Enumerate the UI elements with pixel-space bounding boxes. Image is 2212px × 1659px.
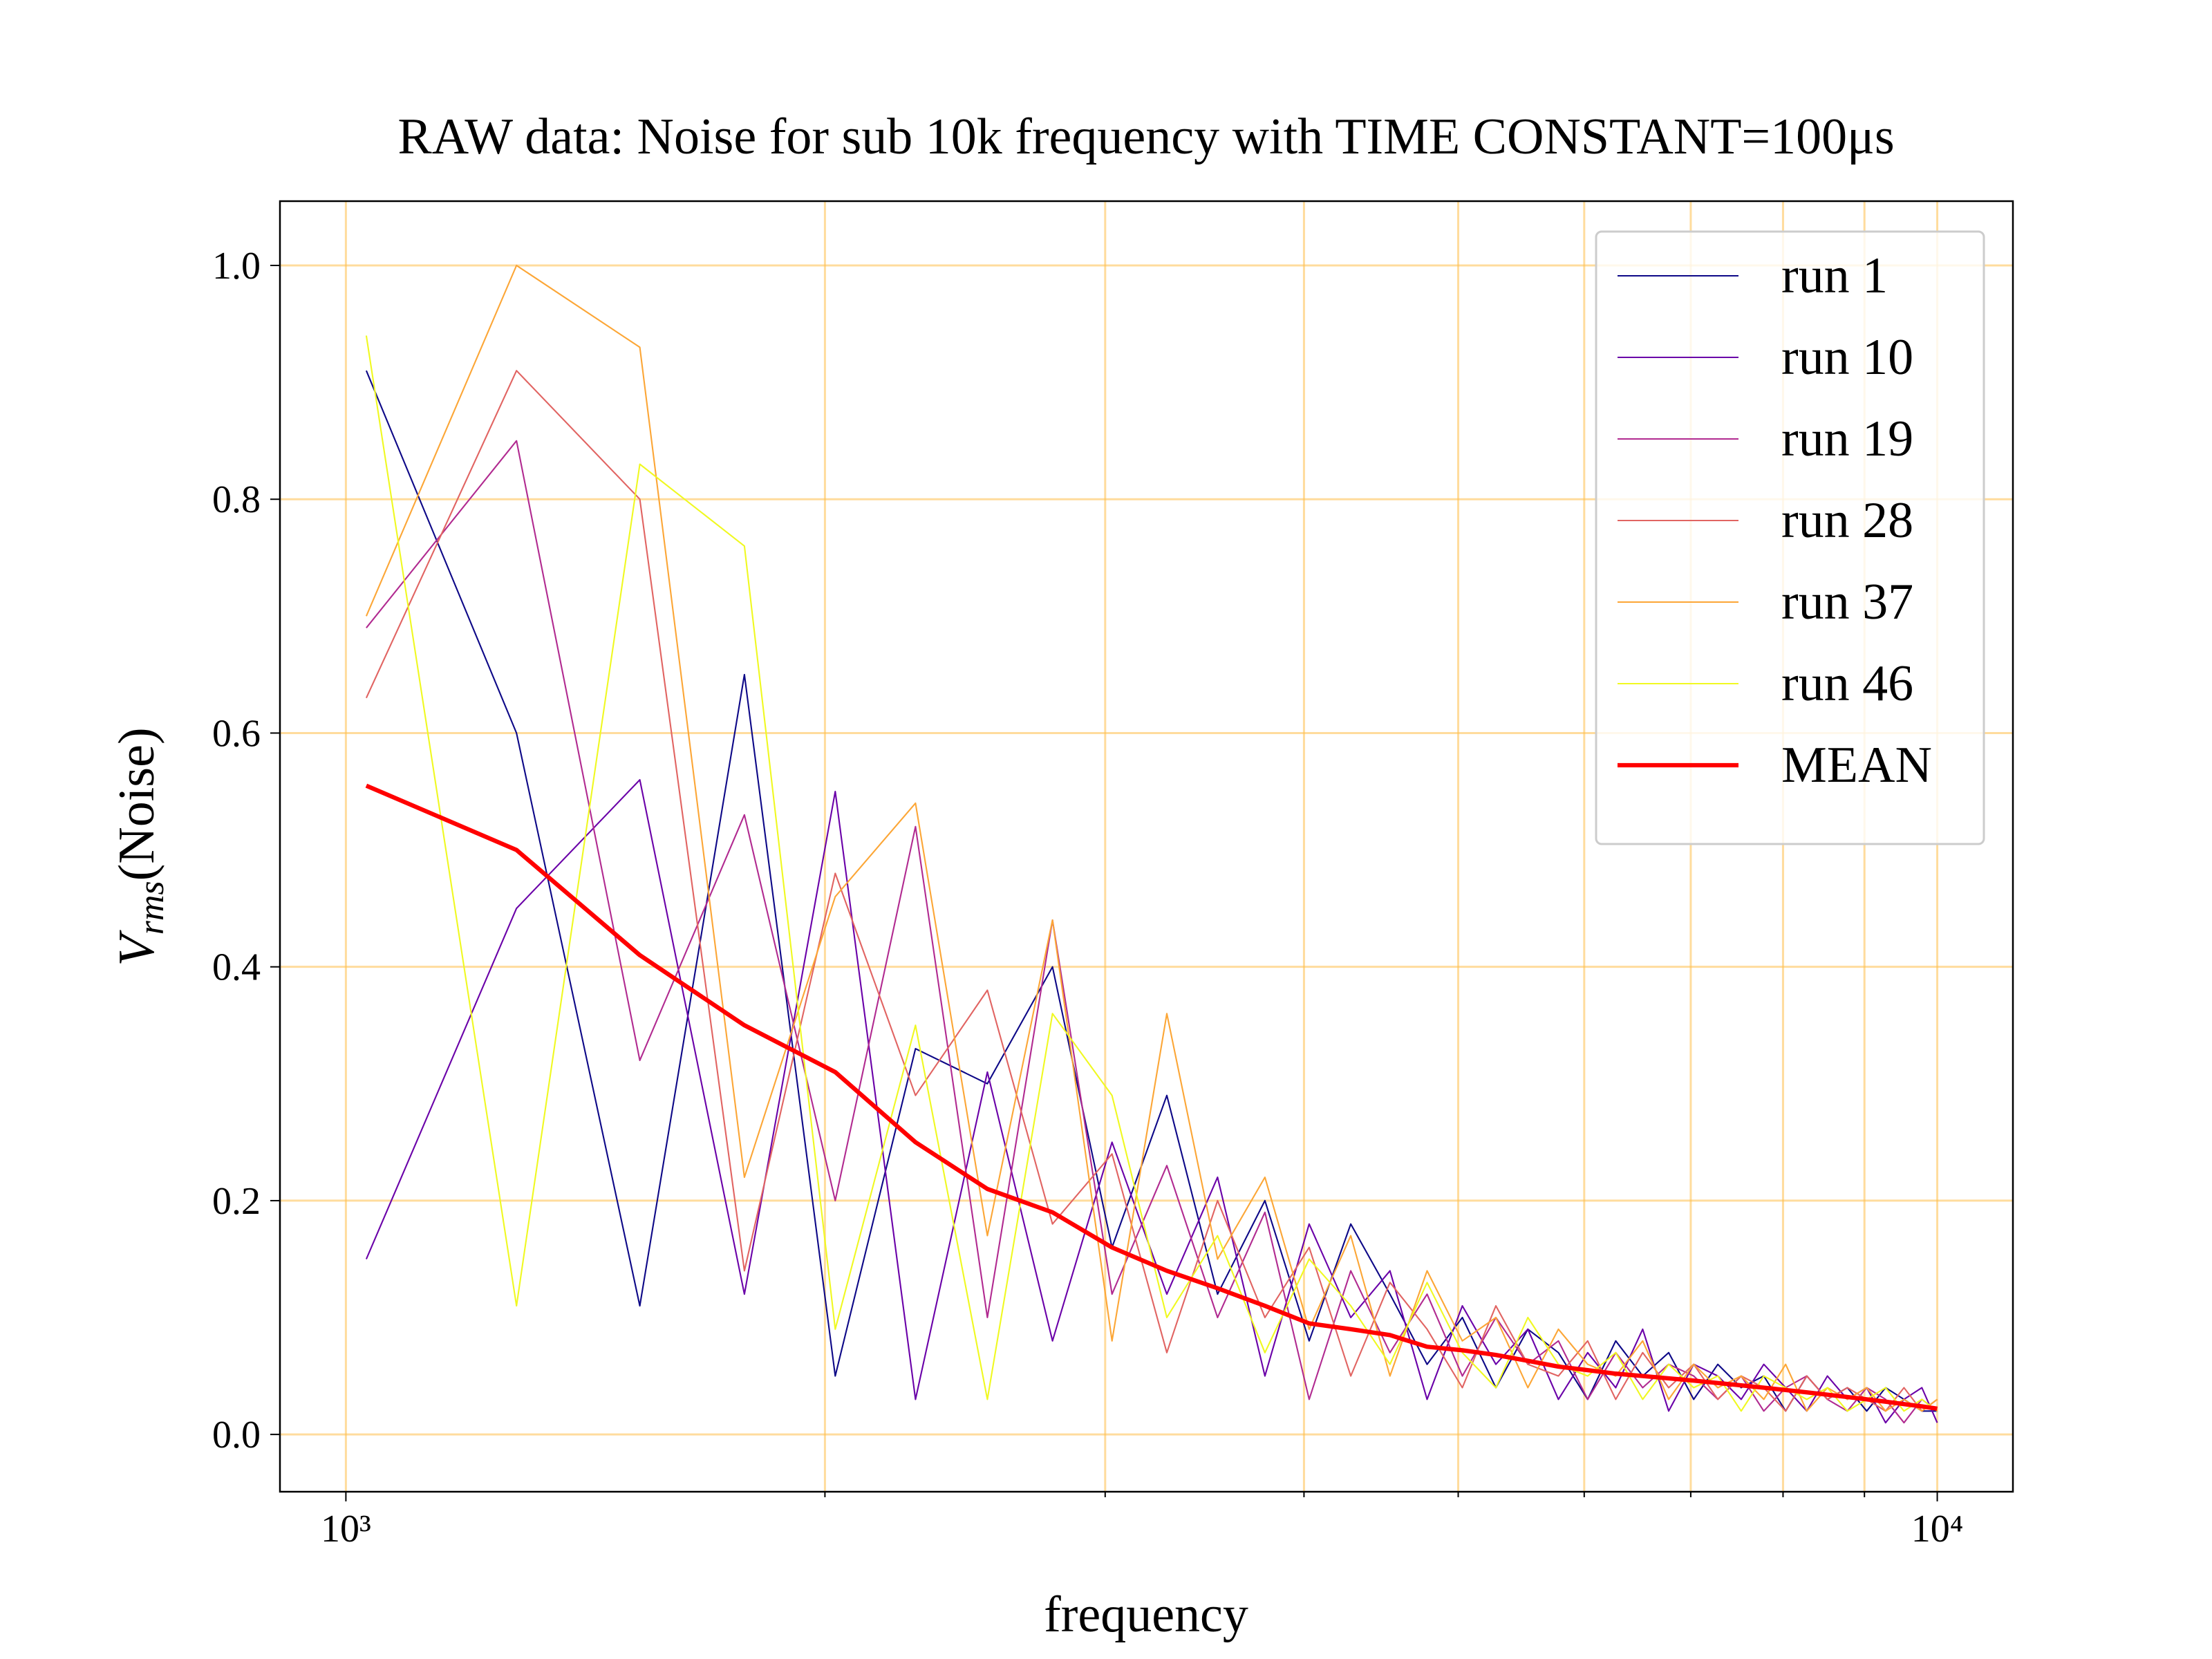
y-tick-label: 0.8 xyxy=(212,478,261,521)
y-axis-label: Vrms(Noise) xyxy=(109,727,171,966)
y-tick-label: 0.6 xyxy=(212,712,261,755)
legend-label: run 1 xyxy=(1781,247,1888,304)
y-label-main: V xyxy=(109,930,165,966)
series-line xyxy=(365,779,1938,1424)
series-line xyxy=(365,783,1938,1412)
x-tick-label: 10⁴ xyxy=(1911,1508,1964,1550)
y-label-rest: (Noise) xyxy=(109,727,165,881)
y-tick-label: 0.2 xyxy=(212,1180,261,1223)
legend-label: run 46 xyxy=(1781,655,1913,712)
y-tick-label: 0.0 xyxy=(212,1414,261,1456)
series-line xyxy=(365,335,1938,1412)
x-axis-label: frequency xyxy=(1044,1586,1248,1643)
plot-frame xyxy=(279,200,2014,1493)
legend-box xyxy=(1595,230,1985,845)
legend-label: MEAN xyxy=(1781,737,1932,794)
y-tick-label: 1.0 xyxy=(212,245,261,288)
chart-title: RAW data: Noise for sub 10k frequency wi… xyxy=(397,109,1894,165)
legend-label: run 28 xyxy=(1781,492,1913,549)
y-label-sub: rms xyxy=(132,881,171,935)
y-tick-label: 0.4 xyxy=(212,946,261,989)
legend-label: run 19 xyxy=(1781,411,1913,467)
legend-label: run 37 xyxy=(1781,574,1913,630)
legend-label: run 10 xyxy=(1781,329,1913,386)
x-tick-label: 10³ xyxy=(321,1508,371,1550)
series-line xyxy=(365,370,1938,1412)
